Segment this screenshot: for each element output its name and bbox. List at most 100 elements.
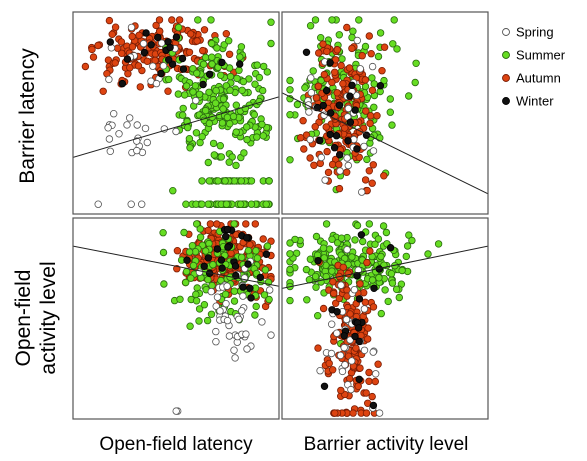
data-point-winter xyxy=(247,294,255,302)
data-point-spring xyxy=(172,127,180,136)
legend-marker-winter xyxy=(502,97,510,105)
data-point-winter xyxy=(172,33,181,41)
data-point-summer xyxy=(183,123,192,132)
data-point-summer xyxy=(293,100,302,109)
data-point-summer xyxy=(312,283,320,291)
data-point-spring xyxy=(149,62,157,70)
data-point-spring xyxy=(213,293,222,301)
data-point-spring xyxy=(223,316,232,325)
data-point-summer xyxy=(159,248,168,257)
data-point-summer xyxy=(182,200,190,208)
data-point-winter xyxy=(333,308,341,316)
data-point-winter xyxy=(357,231,366,239)
data-point-winter xyxy=(353,272,361,280)
data-point-summer xyxy=(198,177,206,185)
data-point-autumn xyxy=(306,154,314,162)
data-point-summer xyxy=(237,43,246,51)
data-point-summer xyxy=(208,53,216,61)
data-point-summer xyxy=(337,234,346,242)
data-point-summer xyxy=(192,290,200,299)
data-point-autumn xyxy=(134,62,143,70)
panel-top-right xyxy=(281,11,489,215)
data-point-spring xyxy=(223,282,231,290)
data-point-summer xyxy=(207,310,216,318)
data-point-spring xyxy=(344,161,352,170)
data-point-autumn xyxy=(341,124,349,132)
data-point-autumn xyxy=(111,23,120,31)
data-point-winter xyxy=(355,324,363,332)
data-point-summer xyxy=(303,296,311,304)
data-point-winter xyxy=(218,264,226,272)
data-point-autumn xyxy=(325,359,333,368)
data-point-summer xyxy=(250,110,258,119)
data-point-autumn xyxy=(117,38,126,46)
data-point-spring xyxy=(139,39,148,48)
data-point-spring xyxy=(212,338,220,346)
trend-line xyxy=(282,92,488,195)
data-point-summer xyxy=(405,92,413,100)
data-point-spring xyxy=(109,109,118,118)
data-point-summer xyxy=(261,266,270,274)
column-label-barrier-activity-level: Barrier activity level xyxy=(304,434,469,455)
data-point-spring xyxy=(340,343,348,352)
data-point-summer xyxy=(196,233,205,241)
data-point-winter xyxy=(346,118,355,126)
data-point-autumn xyxy=(259,235,267,243)
data-point-summer xyxy=(386,95,394,103)
data-point-summer xyxy=(216,141,224,150)
data-point-summer xyxy=(208,60,216,68)
data-point-autumn xyxy=(185,48,194,56)
data-point-autumn xyxy=(105,16,114,25)
data-point-summer xyxy=(348,253,356,261)
data-point-winter xyxy=(353,145,361,153)
data-point-spring xyxy=(157,39,166,47)
data-point-winter xyxy=(205,70,214,78)
data-point-summer xyxy=(203,316,212,325)
data-point-summer xyxy=(368,276,377,284)
data-point-summer xyxy=(402,252,410,261)
data-point-summer xyxy=(205,119,214,128)
row-label-barrier-latency: Barrier latency xyxy=(16,48,39,184)
data-point-summer xyxy=(179,104,187,113)
data-point-autumn xyxy=(155,16,164,24)
legend-label-summer: Summer xyxy=(516,48,566,63)
data-point-autumn xyxy=(362,107,370,115)
data-point-spring xyxy=(216,307,224,315)
data-point-autumn xyxy=(111,59,119,67)
data-point-spring xyxy=(344,104,353,113)
data-point-summer xyxy=(192,297,201,305)
data-point-winter xyxy=(346,92,354,100)
data-point-autumn xyxy=(366,119,374,128)
data-point-spring xyxy=(212,302,220,310)
data-point-winter xyxy=(262,250,271,258)
data-point-spring xyxy=(94,200,102,208)
data-point-spring xyxy=(347,385,355,394)
data-point-winter xyxy=(118,79,127,88)
data-point-summer xyxy=(233,74,241,83)
data-point-autumn xyxy=(204,226,212,235)
data-point-summer xyxy=(309,67,317,75)
data-point-summer xyxy=(381,286,389,294)
data-point-autumn xyxy=(364,324,372,332)
data-point-summer xyxy=(208,281,216,290)
data-point-summer xyxy=(251,311,259,319)
data-point-winter xyxy=(217,256,226,264)
data-point-winter xyxy=(355,337,363,346)
data-point-autumn xyxy=(362,409,371,417)
legend-label-winter: Winter xyxy=(516,94,554,109)
legend-marker-summer xyxy=(502,51,510,59)
data-point-winter xyxy=(147,41,155,49)
data-point-autumn xyxy=(94,41,102,50)
data-point-summer xyxy=(235,66,243,74)
data-point-summer xyxy=(335,31,343,39)
data-point-summer xyxy=(253,254,262,262)
data-point-autumn xyxy=(352,344,360,352)
data-point-summer xyxy=(317,34,325,42)
data-point-autumn xyxy=(213,220,221,228)
data-point-summer xyxy=(424,250,432,258)
data-point-autumn xyxy=(311,122,319,131)
data-point-winter xyxy=(336,151,344,159)
data-point-summer xyxy=(176,295,184,303)
data-point-summer xyxy=(398,266,406,275)
